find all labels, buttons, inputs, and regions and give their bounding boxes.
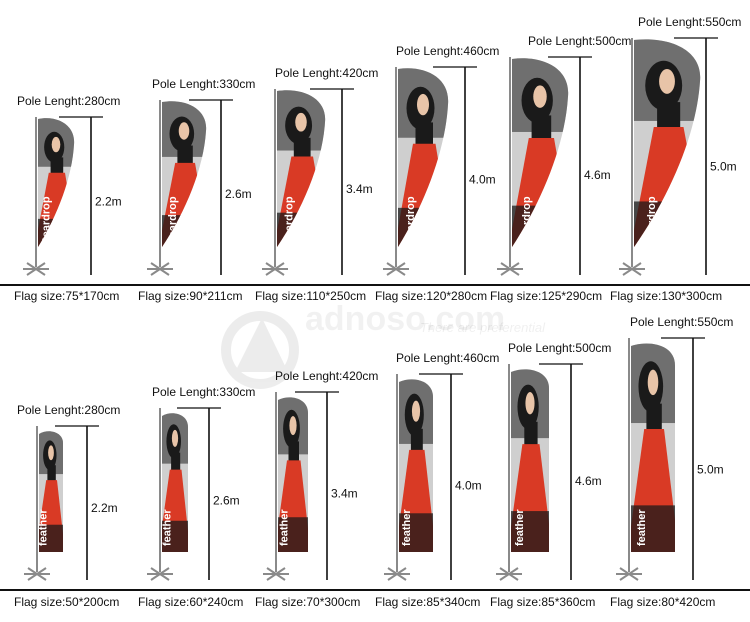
teardrop-flag: teardrop (277, 90, 326, 247)
cross-base-icon (262, 262, 288, 276)
pole-length-label: Pole Lenght:330cm (152, 77, 255, 91)
flag-print-text: teardrop (646, 196, 658, 241)
height-label: 4.0m (455, 478, 482, 492)
teardrop-flag: teardrop (398, 68, 449, 247)
teardrop-flag-item: teardrop 3.4m Pole Lenght:420cm Flag size:1… (255, 66, 378, 303)
flag-size-label: Flag size:50*200cm (14, 595, 119, 609)
pole-length-label: Pole Lenght:460cm (396, 351, 499, 365)
pole-length-label: Pole Lenght:550cm (630, 315, 733, 329)
feather-flag: feather (511, 369, 549, 552)
watermark-tagline: There are preferential (420, 320, 546, 335)
pole-length-label: Pole Lenght:500cm (508, 341, 611, 355)
feather-flag: feather (278, 397, 308, 552)
flag-size-label: Flag size:85*360cm (490, 595, 595, 609)
height-label: 3.4m (346, 182, 373, 196)
flag-print-text: feather (514, 509, 526, 546)
flag-size-label: Flag size:125*290cm (490, 289, 602, 303)
height-label: 5.0m (697, 463, 724, 477)
height-label: 4.6m (584, 168, 611, 182)
pole-length-label: Pole Lenght:330cm (152, 385, 255, 399)
flag-size-label: Flag size:80*420cm (610, 595, 715, 609)
cross-base-icon (24, 567, 50, 581)
feather-flag: feather (631, 343, 675, 552)
height-label: 3.4m (331, 486, 358, 500)
flag-size-label: Flag size:75*170cm (14, 289, 119, 303)
flag-print-text: feather (636, 509, 648, 546)
cross-base-icon (147, 567, 173, 581)
feather-flag: feather (38, 431, 63, 552)
teardrop-flag: teardrop (38, 118, 75, 247)
feather-flag-item: feather 2.2m Pole Lenght:280cm Flag size:50… (14, 403, 120, 609)
flag-print-text: feather (401, 509, 413, 546)
teardrop-flag: teardrop (634, 39, 701, 247)
cross-base-icon (383, 262, 409, 276)
teardrop-flag-item: teardrop 2.2m Pole Lenght:280cm Flag size:7… (14, 94, 122, 303)
pole-length-label: Pole Lenght:460cm (396, 44, 499, 58)
teardrop-flag-item: teardrop 2.6m Pole Lenght:330cm Flag size:9… (138, 77, 255, 303)
watermark-logo-icon (221, 311, 299, 389)
height-label: 2.6m (213, 493, 240, 507)
feather-flag-item: feather 5.0m Pole Lenght:550cm Flag size:80… (610, 315, 733, 609)
teardrop-flag-item: teardrop 4.0m Pole Lenght:460cm Flag size:1… (375, 44, 499, 303)
watermark-brand: adnoso.com (305, 300, 505, 338)
cross-base-icon (147, 262, 173, 276)
teardrop-flag: teardrop (512, 58, 569, 248)
feather-flag-item: feather 3.4m Pole Lenght:420cm Flag size:70… (255, 369, 378, 609)
flag-size-label: Flag size:60*240cm (138, 595, 243, 609)
feather-flag: feather (399, 379, 433, 552)
teardrop-flag: teardrop (162, 101, 207, 247)
feather-flag-item: feather 4.0m Pole Lenght:460cm Flag size:85… (375, 351, 499, 609)
flag-print-text: feather (161, 509, 173, 546)
flag-print-text: teardrop (41, 196, 53, 241)
cross-base-icon (263, 567, 289, 581)
pole-length-label: Pole Lenght:280cm (17, 94, 120, 108)
height-label: 5.0m (710, 160, 737, 174)
cross-base-icon (497, 262, 523, 276)
flag-print-text: teardrop (521, 196, 533, 241)
flag-size-label: Flag size:110*250cm (255, 289, 366, 303)
cross-base-icon (23, 262, 49, 276)
flag-print-text: teardrop (167, 196, 179, 241)
flag-print-text: feather (38, 509, 50, 546)
pole-length-label: Pole Lenght:280cm (17, 403, 120, 417)
feather-flag-item: feather 4.6m Pole Lenght:500cm Flag size:85… (490, 341, 611, 609)
cross-base-icon (616, 567, 642, 581)
pole-length-label: Pole Lenght:420cm (275, 66, 378, 80)
height-label: 4.0m (469, 172, 496, 186)
cross-base-icon (384, 567, 410, 581)
height-label: 2.2m (95, 194, 122, 208)
height-label: 2.2m (91, 501, 118, 515)
pole-length-label: Pole Lenght:500cm (528, 34, 631, 48)
teardrop-flag-item: teardrop 4.6m Pole Lenght:500cm Flag size:1… (490, 34, 631, 303)
flag-size-label: Flag size:85*340cm (375, 595, 480, 609)
flag-size-label: Flag size:120*280cm (375, 289, 487, 303)
flag-print-text: feather (279, 509, 291, 546)
height-label: 4.6m (575, 474, 602, 488)
cross-base-icon (496, 567, 522, 581)
cross-base-icon (619, 262, 645, 276)
feather-flag: feather (161, 413, 188, 552)
flag-print-text: teardrop (405, 196, 417, 241)
flag-size-label: Flag size:90*211cm (138, 289, 243, 303)
height-label: 2.6m (225, 187, 252, 201)
feather-flag-item: feather 2.6m Pole Lenght:330cm Flag size:60… (138, 385, 255, 609)
teardrop-flag-item: teardrop 5.0m Pole Lenght:550cm Flag size:1… (610, 15, 741, 303)
flag-size-label: Flag size:70*300cm (255, 595, 360, 609)
pole-length-label: Pole Lenght:420cm (275, 369, 378, 383)
watermark: adnoso.com There are preferential (221, 300, 546, 389)
flag-size-label: Flag size:130*300cm (610, 289, 722, 303)
flag-print-text: teardrop (283, 196, 295, 241)
pole-length-label: Pole Lenght:550cm (638, 15, 741, 29)
